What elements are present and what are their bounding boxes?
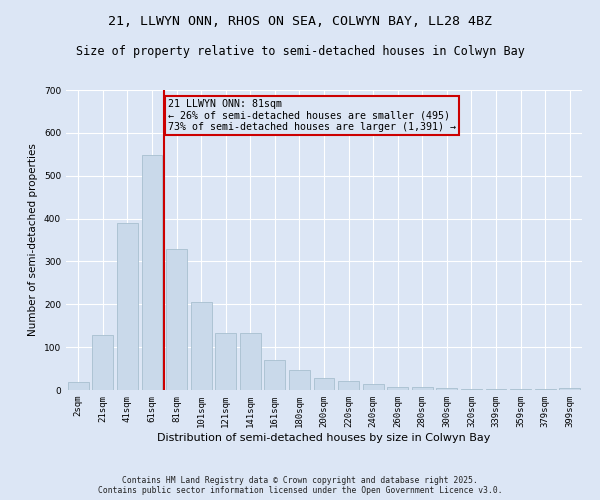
Bar [142, 155, 163, 390]
Bar [314, 378, 334, 390]
Y-axis label: Number of semi-detached properties: Number of semi-detached properties [28, 144, 38, 336]
Bar [265, 360, 286, 390]
Bar [362, 384, 383, 390]
Bar [117, 223, 138, 390]
Bar [387, 386, 408, 390]
Bar [240, 333, 261, 390]
Bar [559, 388, 580, 390]
Text: Contains HM Land Registry data © Crown copyright and database right 2025.
Contai: Contains HM Land Registry data © Crown c… [98, 476, 502, 495]
Bar [412, 388, 433, 390]
Bar [461, 389, 482, 390]
Bar [338, 380, 359, 390]
Text: 21, LLWYN ONN, RHOS ON SEA, COLWYN BAY, LL28 4BZ: 21, LLWYN ONN, RHOS ON SEA, COLWYN BAY, … [108, 15, 492, 28]
Text: 21 LLWYN ONN: 81sqm
← 26% of semi-detached houses are smaller (495)
73% of semi-: 21 LLWYN ONN: 81sqm ← 26% of semi-detach… [168, 99, 456, 132]
Bar [289, 370, 310, 390]
Text: Size of property relative to semi-detached houses in Colwyn Bay: Size of property relative to semi-detach… [76, 45, 524, 58]
Bar [535, 389, 556, 390]
Bar [68, 382, 89, 390]
Bar [92, 335, 113, 390]
Bar [485, 388, 506, 390]
Bar [166, 248, 187, 390]
X-axis label: Distribution of semi-detached houses by size in Colwyn Bay: Distribution of semi-detached houses by … [157, 432, 491, 442]
Bar [215, 333, 236, 390]
Bar [510, 389, 531, 390]
Bar [191, 302, 212, 390]
Bar [436, 388, 457, 390]
